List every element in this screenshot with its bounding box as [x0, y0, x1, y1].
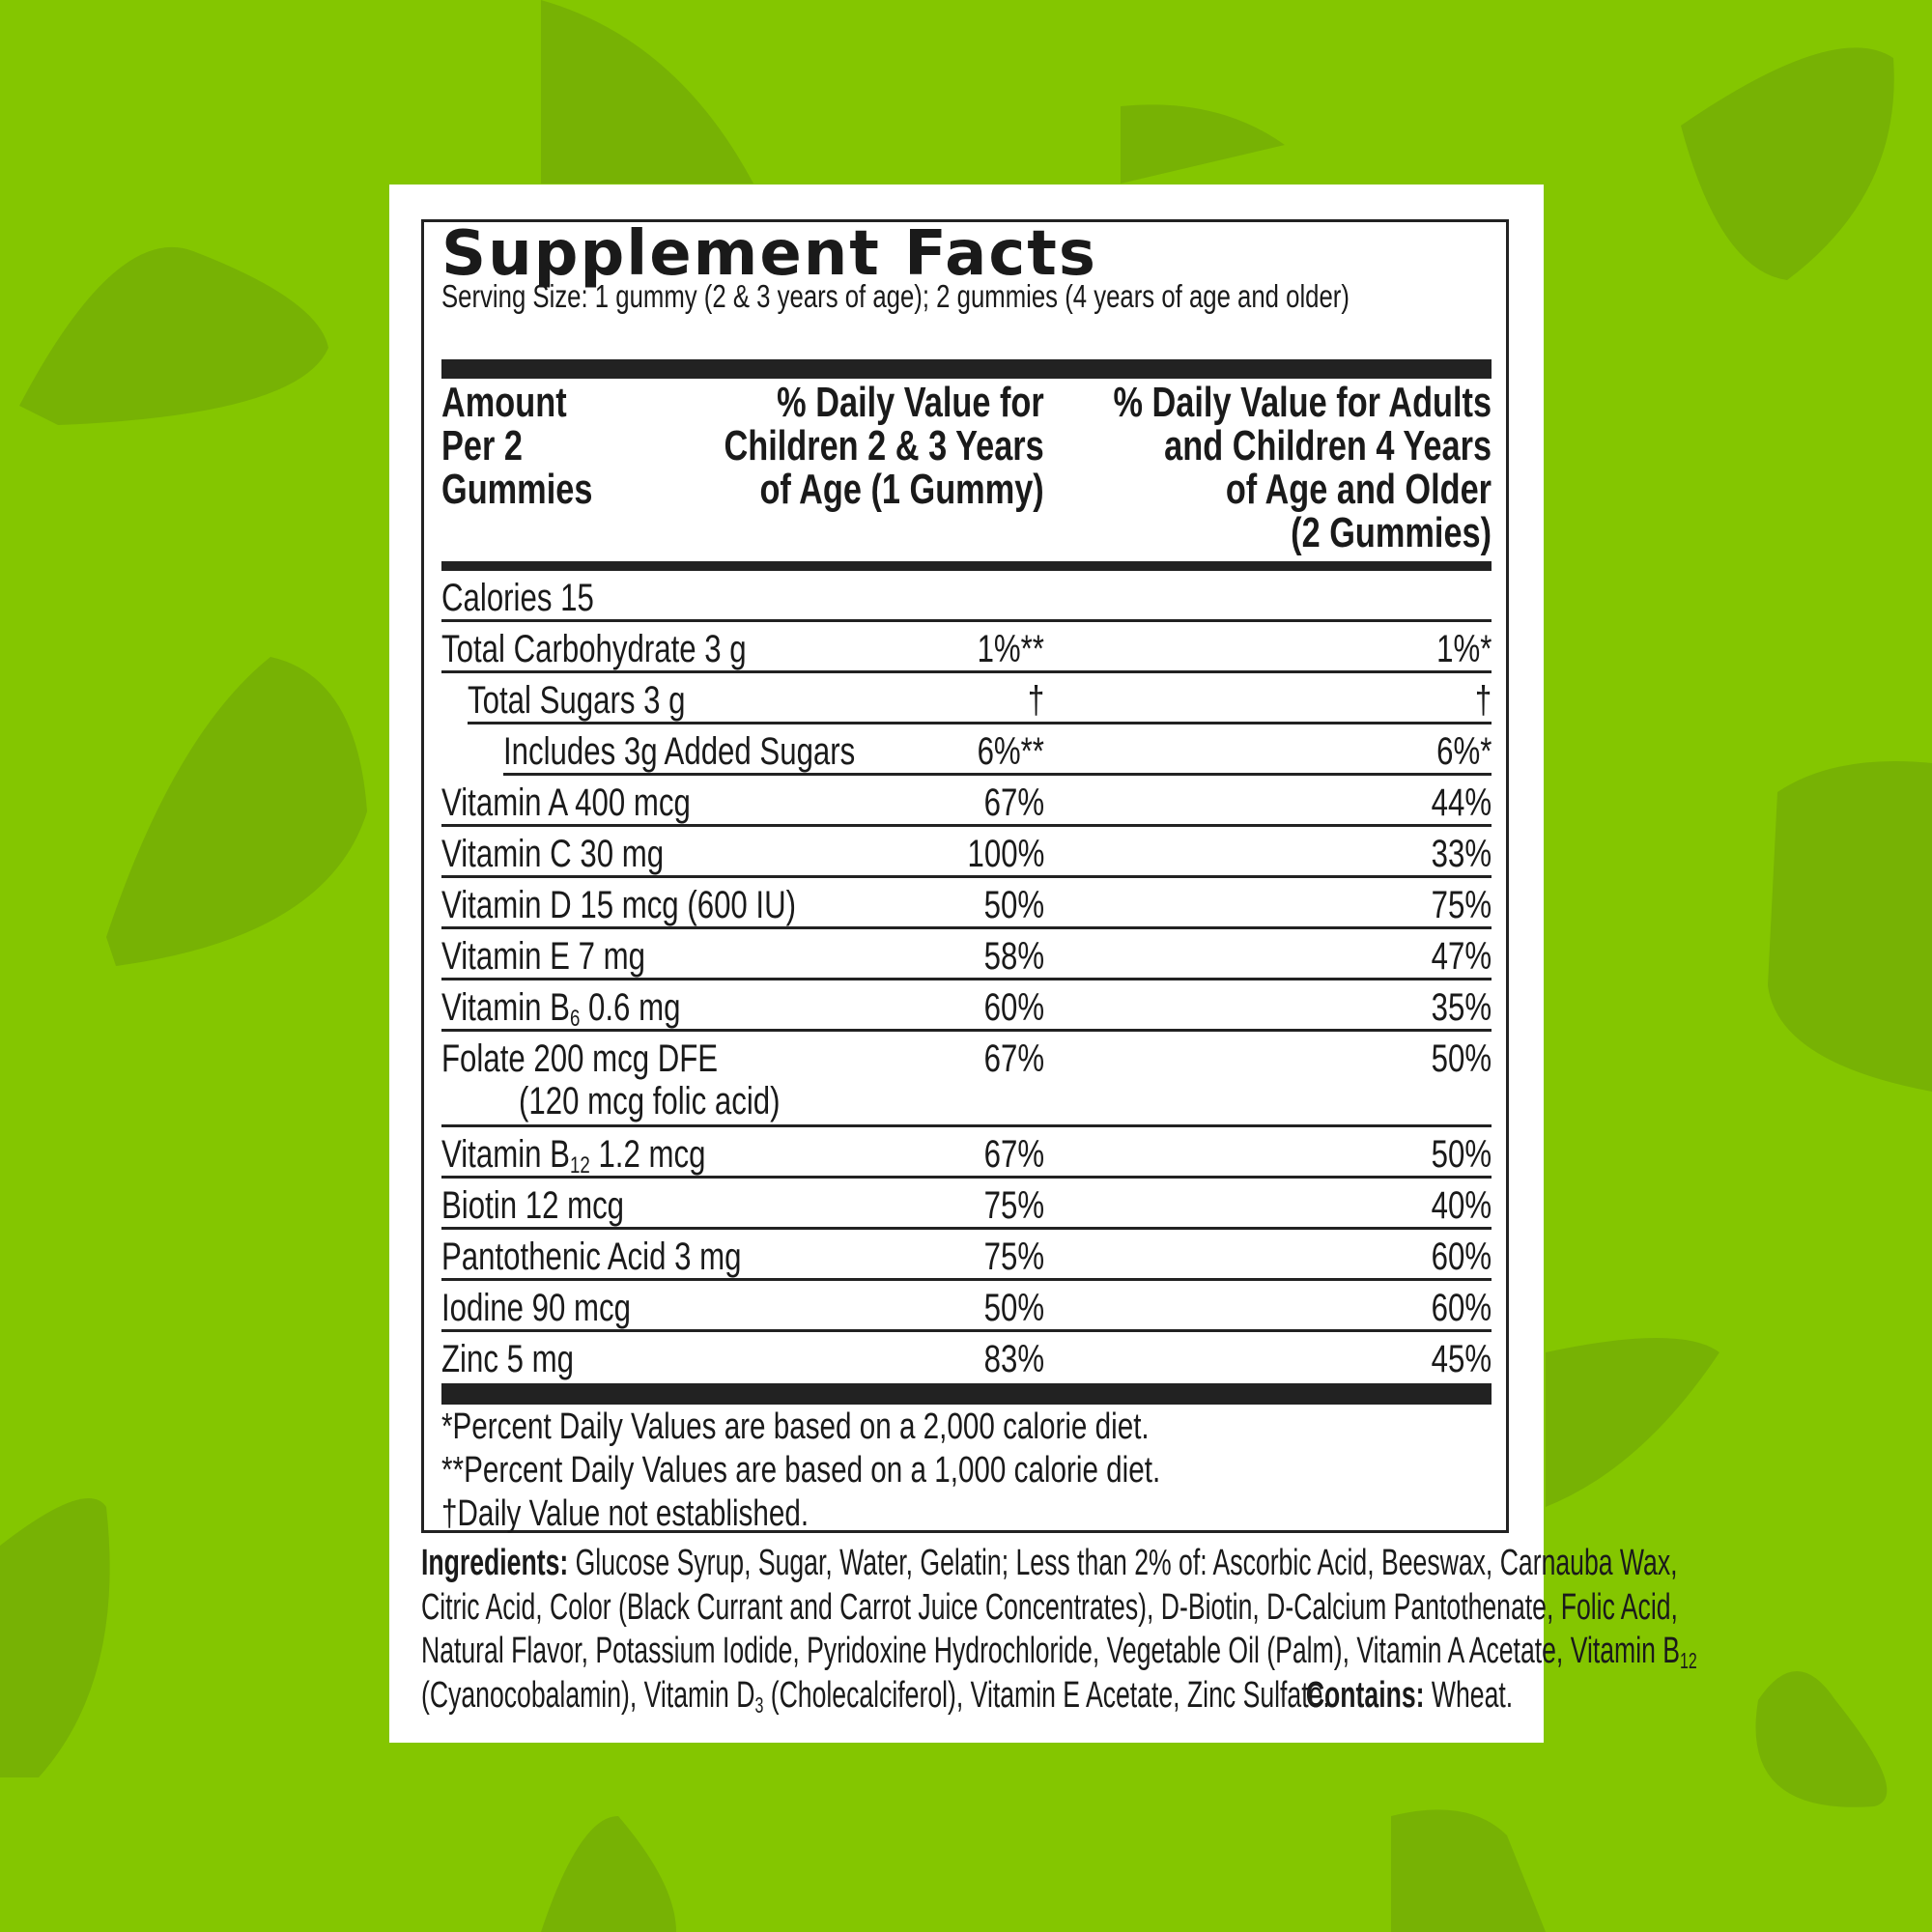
table-row: Includes 3g Added Sugars 6%** 6%*: [503, 724, 1492, 776]
thick-divider: [441, 1383, 1492, 1405]
leaf-shape: [1121, 104, 1285, 184]
leaf-shape: [1681, 47, 1894, 280]
leaf-shape: [19, 246, 328, 425]
table-row: Total Sugars 3 g † †: [468, 673, 1492, 724]
table-row: Folate 200 mcg DFE (120 mcg folic acid) 67…: [441, 1032, 1492, 1127]
table-row: Iodine 90 mcg 50% 60%: [441, 1281, 1492, 1332]
table-row: Vitamin B12 1.2 mcg 67% 50%: [441, 1127, 1492, 1179]
medium-divider: [441, 561, 1492, 571]
allergen-statement: Contains: Wheat.: [1305, 1674, 1513, 1716]
thick-divider: [441, 359, 1492, 379]
table-row: Vitamin A 400 mcg 67% 44%: [441, 776, 1492, 827]
nutrient-table: Calories 15 Total Carbohydrate 3 g 1%** 1%…: [441, 571, 1492, 1383]
header-adults-dv: % Daily Value for Adults and Children 4 Y…: [1113, 379, 1492, 556]
footnote: *Percent Daily Values are based on a 2,0…: [441, 1406, 1150, 1447]
table-row: Zinc 5 mg 83% 45%: [441, 1338, 1492, 1380]
table-row: Biotin 12 mcg 75% 40%: [441, 1179, 1492, 1230]
table-row: Calories 15: [441, 571, 1492, 622]
leaf-shape: [1755, 1671, 1888, 1807]
header-children-dv: % Daily Value for Children 2 & 3 Years of …: [724, 379, 1044, 513]
leaf-shape: [541, 1816, 676, 1932]
table-row: Vitamin E 7 mg 58% 47%: [441, 929, 1492, 980]
facts-box: Supplement Facts Serving Size: 1 gummy (…: [421, 218, 1509, 1534]
footnote: **Percent Daily Values are based on a 1,…: [441, 1450, 1161, 1491]
table-row: Vitamin D 15 mcg (600 IU) 50% 75%: [441, 878, 1492, 929]
table-row: Vitamin B6 0.6 mg 60% 35%: [441, 980, 1492, 1032]
leaf-shape: [106, 657, 367, 966]
table-row: Total Carbohydrate 3 g 1%** 1%*: [441, 622, 1492, 673]
leaf-shape: [541, 0, 753, 184]
footnote: †Daily Value not established.: [441, 1493, 810, 1534]
ingredients: Ingredients: Glucose Syrup, Sugar, Water…: [421, 1543, 1697, 1718]
leaf-shape: [0, 1498, 110, 1777]
table-row: Pantothenic Acid 3 mg 75% 60%: [441, 1230, 1492, 1281]
serving-size: Serving Size: 1 gummy (2 & 3 years of ag…: [441, 278, 1350, 314]
panel-title: Supplement Facts: [441, 218, 1097, 290]
table-row: Vitamin C 30 mg 100% 33%: [441, 827, 1492, 878]
header-amount: Amount Per 2 Gummies: [441, 379, 593, 513]
leaf-shape: [1391, 1809, 1546, 1932]
leaf-shape: [1546, 1338, 1719, 1507]
leaf-shape: [1768, 761, 1932, 1092]
supplement-facts-panel: Supplement Facts Serving Size: 1 gummy (…: [389, 185, 1697, 1743]
